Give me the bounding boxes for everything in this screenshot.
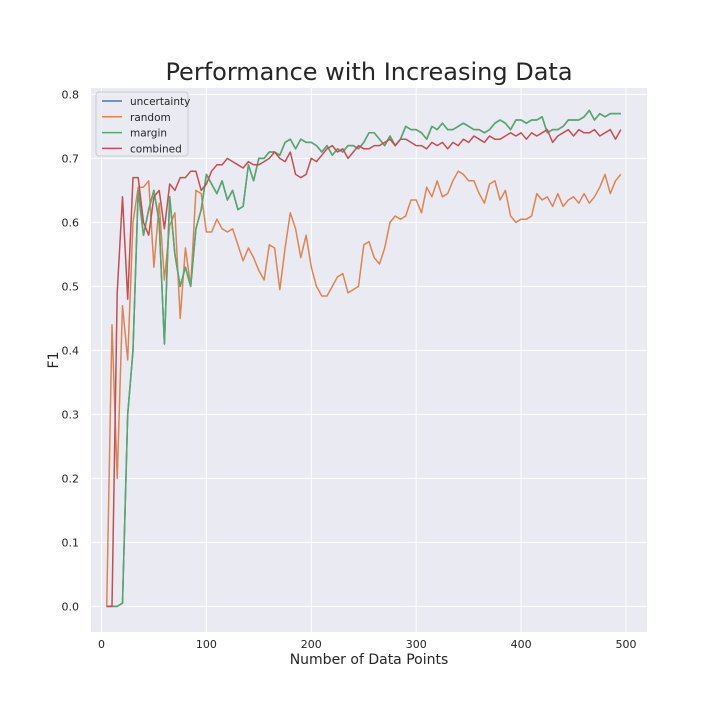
series-line-combined (106, 128, 622, 608)
x-tick-label: 200 (301, 638, 322, 651)
x-tick-label: 100 (196, 638, 217, 651)
y-tick-label: 0.5 (62, 280, 80, 293)
y-tick-label: 0.3 (62, 408, 80, 421)
legend-label-combined: combined (130, 143, 182, 155)
y-tick-label: 0.0 (62, 600, 80, 613)
grid (91, 88, 647, 632)
series-line-random (105, 170, 622, 607)
x-axis-ticks: 0 100 200 300 400 500 (98, 638, 637, 651)
legend-label-uncertainty: uncertainty (130, 96, 190, 108)
x-tick-label: 300 (406, 638, 427, 651)
x-tick-label: 500 (616, 638, 637, 651)
legend-box (95, 91, 189, 157)
legend: uncertainty random margin combined (95, 91, 190, 157)
y-axis-label: F1 (46, 352, 62, 369)
series-line-margin (106, 109, 621, 608)
y-axis-ticks: 0.0 0.1 0.2 0.3 0.4 0.5 0.6 0.7 0.8 (62, 88, 80, 613)
y-tick-label: 0.2 (62, 472, 80, 485)
x-tick-label: 0 (98, 638, 105, 651)
plot-area (91, 88, 647, 632)
x-tick-label: 400 (511, 638, 532, 651)
legend-label-random: random (130, 112, 171, 124)
legend-label-margin: margin (130, 128, 167, 140)
y-tick-label: 0.6 (62, 216, 80, 229)
y-tick-label: 0.7 (62, 152, 80, 165)
x-axis-label: Number of Data Points (290, 652, 449, 668)
y-tick-label: 0.8 (62, 88, 80, 101)
chart-title: Performance with Increasing Data (165, 58, 572, 86)
y-tick-label: 0.4 (62, 344, 80, 357)
series-lines (105, 109, 622, 608)
y-tick-label: 0.1 (62, 536, 80, 549)
